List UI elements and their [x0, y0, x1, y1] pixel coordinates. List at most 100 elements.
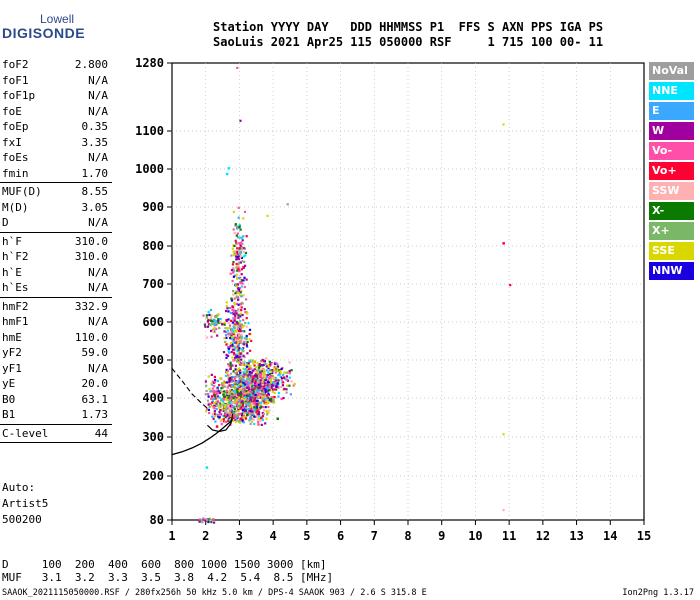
- echo-point: [233, 327, 236, 330]
- param-name: fxI: [2, 135, 22, 149]
- echo-point: [248, 371, 252, 374]
- echo-point: [205, 314, 209, 317]
- echo-point: [237, 356, 240, 359]
- echo-point: [265, 363, 268, 366]
- echo-point: [237, 298, 240, 301]
- data-point: [219, 377, 222, 380]
- echo-point: [237, 276, 240, 279]
- echo-point: [211, 395, 214, 398]
- legend-entry: NNE: [649, 82, 694, 100]
- echo-point: [223, 337, 226, 340]
- echo-point: [227, 334, 230, 337]
- echo-point: [243, 210, 247, 213]
- echo-point: [218, 327, 221, 330]
- echo-point: [229, 346, 232, 349]
- echo-point: [285, 378, 289, 381]
- echo-point: [246, 394, 249, 397]
- echo-point: [208, 405, 211, 409]
- x-tick-label: 1: [168, 529, 175, 543]
- echo-point: [243, 394, 246, 397]
- param-name: yE: [2, 377, 16, 390]
- echo-point: [246, 380, 249, 383]
- param-row: B0 63.1: [0, 392, 112, 408]
- data-point: [246, 386, 249, 390]
- echo-point: [263, 378, 266, 381]
- echo-point: [204, 519, 207, 523]
- echo-point: [232, 228, 235, 231]
- echo-point: [235, 262, 238, 266]
- echo-point: [235, 267, 239, 270]
- echo-point: [241, 348, 244, 351]
- echo-point: [257, 412, 261, 416]
- echo-point: [240, 309, 243, 312]
- echo-point: [225, 343, 228, 346]
- echo-point: [224, 334, 228, 337]
- echo-point: [251, 378, 254, 381]
- echo-point: [242, 393, 245, 396]
- param-name: B0: [2, 392, 16, 406]
- echo-point: [207, 318, 210, 322]
- echo-point: [228, 381, 231, 384]
- echo-point: [243, 276, 246, 279]
- logo-line1: Lowell: [40, 12, 75, 26]
- echo-point: [224, 327, 227, 330]
- legend-entry: W: [649, 122, 694, 140]
- echo-point: [231, 343, 234, 346]
- param-row: foEp 0.35: [0, 119, 112, 135]
- echo-point: [270, 385, 273, 388]
- param-name: C-level: [2, 426, 49, 440]
- echo-point: [232, 394, 235, 397]
- echo-point: [230, 390, 233, 393]
- param-value: 0.35: [81, 120, 109, 133]
- echo-point: [278, 369, 281, 372]
- data-point: [252, 401, 256, 405]
- echo-point: [233, 330, 236, 333]
- echo-point: [286, 384, 289, 387]
- echo-point: [205, 407, 209, 411]
- echo-point: [213, 402, 216, 405]
- echo-point: [217, 414, 220, 417]
- echo-point: [240, 326, 243, 329]
- echo-point: [261, 418, 264, 421]
- echo-point: [247, 377, 250, 380]
- echo-point: [222, 402, 225, 405]
- echo-point: [238, 321, 241, 324]
- echo-point: [232, 340, 235, 343]
- echo-point: [271, 375, 274, 378]
- echo-point: [238, 359, 241, 362]
- echo-point: [229, 407, 232, 411]
- param-row: foEs N/A: [0, 150, 112, 166]
- x-tick-label: 12: [536, 529, 550, 543]
- echo-point: [229, 403, 232, 406]
- echo-point: [223, 330, 226, 333]
- echo-point: [249, 364, 252, 367]
- x-tick-label: 14: [603, 529, 617, 543]
- echo-point: [226, 369, 230, 372]
- echo-point: [250, 420, 254, 423]
- param-value: 2.800: [74, 58, 108, 71]
- echo-point: [233, 303, 236, 306]
- echo-point: [224, 395, 227, 398]
- echo-point: [234, 384, 237, 387]
- echo-point: [285, 391, 288, 394]
- echo-point: [237, 343, 240, 346]
- echo-point: [263, 382, 267, 385]
- echo-point: [271, 376, 274, 380]
- echo-point: [232, 370, 235, 373]
- echo-point: [233, 297, 236, 300]
- echo-point: [241, 404, 244, 407]
- param-row: h`Es N/A: [0, 280, 112, 296]
- echo-point: [267, 371, 270, 374]
- echo-point: [238, 347, 241, 350]
- echo-point: [240, 290, 243, 293]
- param-value: N/A: [88, 216, 108, 229]
- echo-point: [238, 381, 241, 384]
- param-value: N/A: [88, 265, 108, 279]
- param-row: B1 1.73: [0, 407, 112, 423]
- echo-point: [255, 389, 258, 392]
- echo-point: [252, 392, 255, 395]
- echo-point: [227, 404, 230, 408]
- echo-point: [281, 373, 285, 377]
- legend-entry: Vo+: [649, 162, 694, 180]
- echo-point: [221, 323, 224, 326]
